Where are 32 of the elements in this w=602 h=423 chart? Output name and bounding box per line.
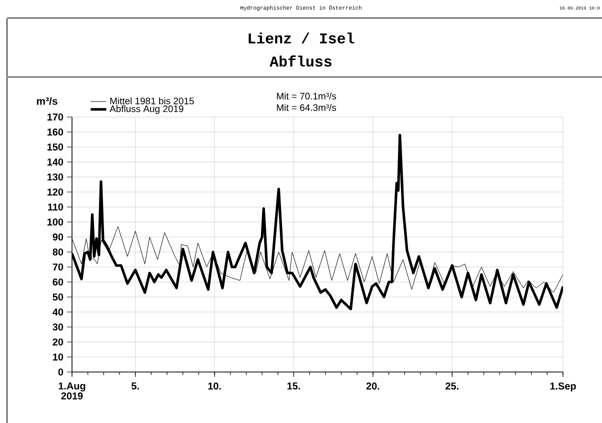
- legend-label: Abfluss Aug 2019: [110, 105, 184, 114]
- y-tick-label: 60: [52, 278, 64, 286]
- y-tick-label: 160: [47, 128, 64, 136]
- legend-label: Mittel 1981 bis 2015: [110, 97, 194, 104]
- y-tick-label: 0: [58, 368, 64, 376]
- y-tick-label: 100: [47, 218, 64, 226]
- text: Mit = 64.3m³/s: [276, 104, 336, 111]
- x-tick-label: 1.Sep: [550, 382, 576, 392]
- y-tick-label: 90: [52, 233, 64, 241]
- y-tick-label: 70: [52, 263, 64, 271]
- x-tick-label: 1.Aug 2019: [58, 382, 86, 400]
- x-tick-label: 15.: [287, 382, 300, 390]
- x-tick-label: 25.: [446, 382, 458, 390]
- chart-subtitle: Abfluss: [270, 55, 332, 67]
- y-tick-label: 30: [52, 323, 64, 331]
- y-tick-label: 120: [47, 188, 64, 196]
- text: Mit = 70.1m³/s: [276, 92, 336, 100]
- y-tick-label: 150: [47, 143, 64, 151]
- y-tick-label: 50: [52, 293, 64, 301]
- x-tick-label: 20.: [366, 382, 380, 390]
- x-tick-label: 10.: [208, 382, 221, 390]
- y-tick-label: 110: [48, 203, 64, 211]
- x-tick-label: 5.: [132, 382, 139, 390]
- y-tick-label: 10: [53, 353, 64, 361]
- chart-title: Lienz / Isel: [248, 32, 354, 44]
- y-tick-label: 20: [52, 338, 64, 346]
- y-tick-label: 130: [47, 173, 64, 181]
- y-tick-label: 80: [52, 248, 64, 256]
- y-tick-label: 140: [47, 158, 64, 166]
- y-tick-label: 40: [52, 308, 64, 316]
- y-tick-label: 170: [47, 113, 64, 121]
- y-axis-title: m³/s: [36, 97, 58, 105]
